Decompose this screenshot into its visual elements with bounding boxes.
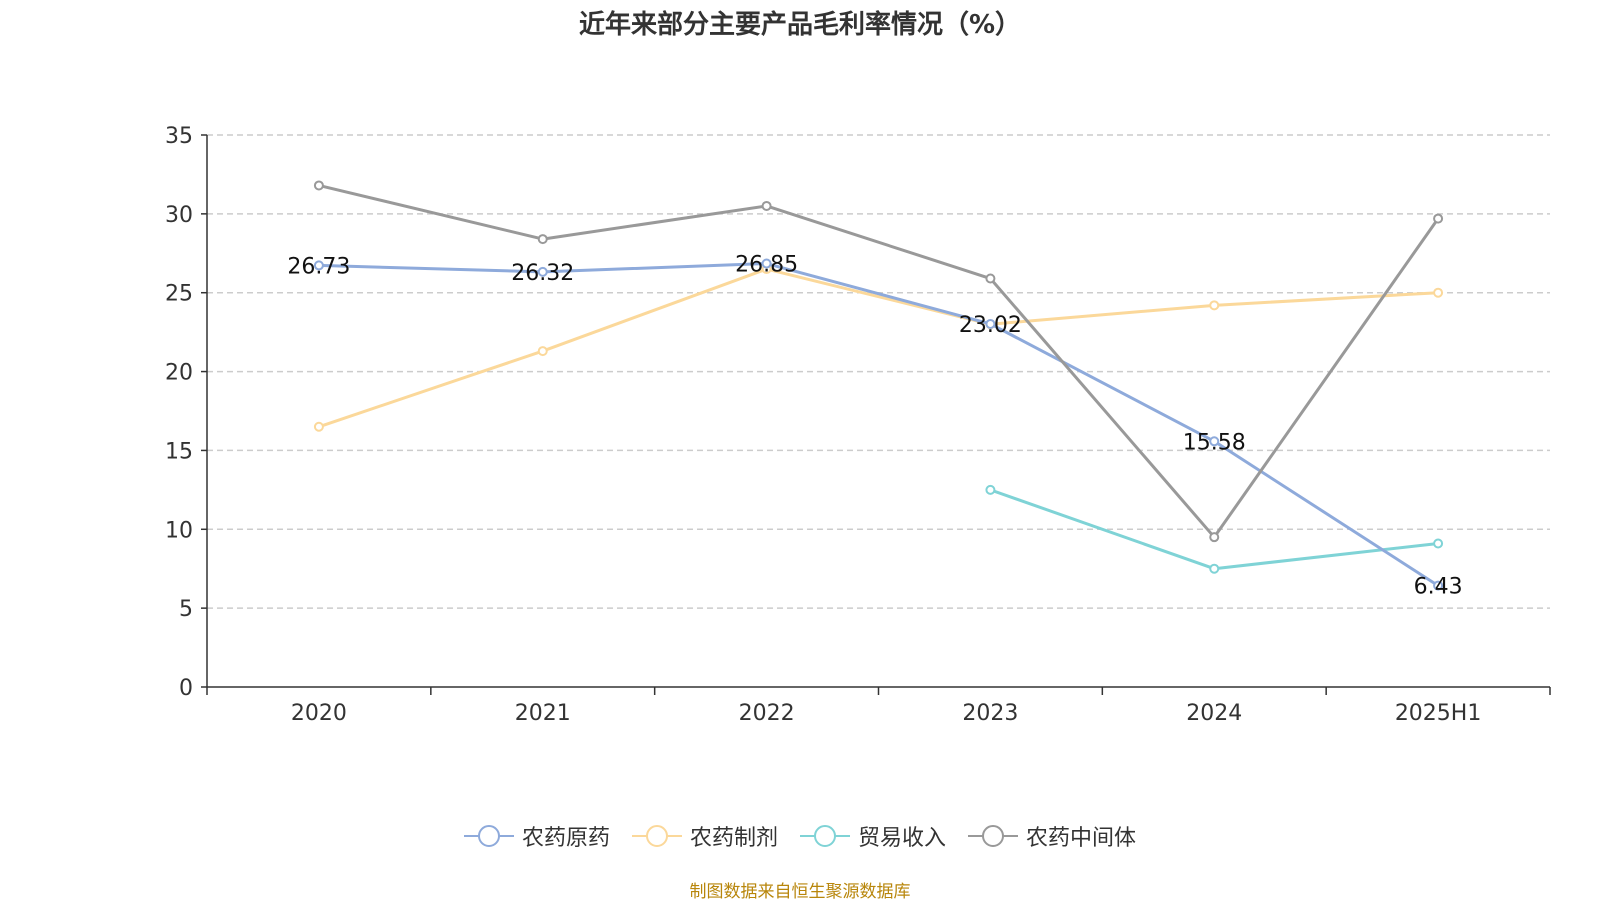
data-point: [1209, 436, 1220, 447]
data-point: [313, 421, 324, 432]
series-line-3: [318, 184, 1440, 539]
y-tick-label: 25: [165, 282, 193, 307]
data-label: 26.73: [287, 254, 350, 279]
data-label: 6.43: [1414, 575, 1463, 600]
series-layer: [313, 180, 1444, 591]
data-label: 15.58: [1183, 430, 1246, 455]
data-point: [537, 266, 548, 277]
data-point: [1433, 580, 1444, 591]
x-tick-label: 2023: [962, 701, 1018, 726]
series-line-0: [318, 262, 1439, 587]
data-point: [537, 234, 548, 245]
data-point: [761, 258, 772, 269]
data-label: 26.85: [735, 253, 798, 278]
data-point: [313, 260, 324, 271]
legend-item[interactable]: 农药原药: [463, 820, 610, 852]
y-tick-label: 0: [179, 676, 193, 701]
data-point: [985, 318, 996, 329]
series-line-1: [318, 267, 1439, 429]
data-point: [313, 180, 324, 191]
y-tick-label: 10: [165, 518, 193, 543]
data-point: [1433, 213, 1444, 224]
legend-marker-icon: [631, 825, 682, 847]
data-point: [1209, 563, 1220, 574]
data-point: [1209, 532, 1220, 543]
legend-item[interactable]: 农药中间体: [968, 820, 1136, 852]
legend-marker-icon: [968, 825, 1019, 847]
label-layer: 26.73 26.32 26.85 23.02 15.58 6.43: [287, 253, 1462, 600]
y-tick-label: 35: [165, 124, 193, 149]
y-tick-label: 15: [165, 439, 193, 464]
legend-label: 农药制剂: [689, 826, 778, 851]
data-label: 26.32: [511, 261, 574, 286]
legend: 农药原药 农药制剂 贸易收入 农药中间体: [0, 820, 1600, 852]
y-tick-label: 5: [179, 597, 193, 622]
chart-title: 近年来部分主要产品毛利率情况（%）: [578, 10, 1022, 40]
legend-label: 农药原药: [521, 826, 610, 851]
x-tick-label: 2025H1: [1395, 701, 1482, 726]
data-point: [761, 200, 772, 211]
data-point: [1433, 538, 1444, 549]
legend-item[interactable]: 贸易收入: [800, 820, 946, 852]
source-note: 制图数据来自恒生聚源数据库: [689, 882, 911, 902]
legend-marker-icon: [463, 825, 514, 847]
data-point: [1433, 287, 1444, 298]
data-point: [537, 346, 548, 357]
data-label: 23.02: [959, 313, 1022, 338]
data-point: [985, 273, 996, 284]
data-point: [1209, 300, 1220, 311]
y-tick-label: 30: [165, 203, 193, 228]
legend-marker-icon: [800, 825, 850, 847]
x-tick-label: 2024: [1186, 701, 1242, 726]
axis-layer: 0 5 10 15 20 25 30 35 2020 2021 2022 2023 2024 2025H1: [165, 124, 1551, 726]
legend-item[interactable]: 农药制剂: [631, 820, 778, 852]
legend-label: 农药中间体: [1026, 826, 1137, 851]
x-tick-label: 2022: [739, 701, 795, 726]
x-tick-label: 2021: [515, 701, 571, 726]
y-tick-label: 20: [165, 361, 193, 386]
x-tick-label: 2020: [291, 701, 347, 726]
data-point: [985, 484, 996, 495]
legend-label: 贸易收入: [858, 826, 947, 851]
